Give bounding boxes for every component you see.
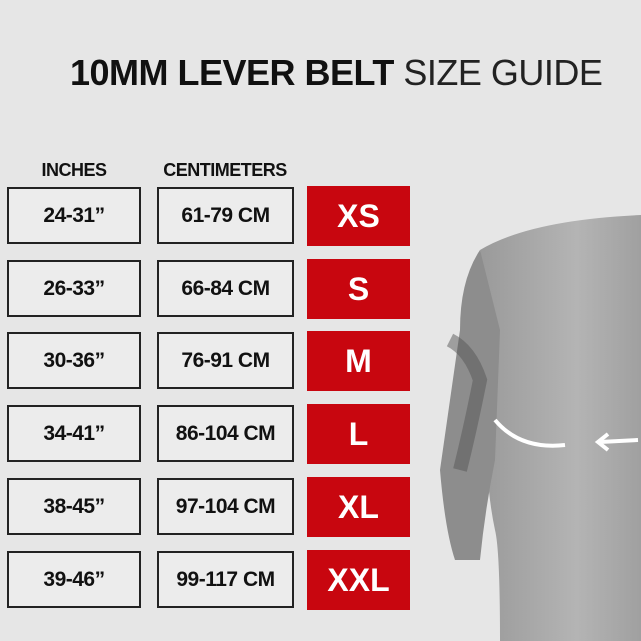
size-badge: XL xyxy=(307,477,410,537)
cm-value: 66-84 CM xyxy=(181,276,270,300)
inches-value: 34-41” xyxy=(43,421,105,445)
size-badge: L xyxy=(307,404,410,464)
inches-cell: 39-46” xyxy=(7,551,141,608)
tattoo-shape xyxy=(446,333,488,472)
arrow-right-icon xyxy=(599,438,639,444)
size-label: M xyxy=(345,342,372,379)
inches-value: 24-31” xyxy=(43,203,105,227)
inches-value: 38-45” xyxy=(43,494,105,518)
header-centimeters: CENTIMETERS xyxy=(163,160,287,180)
title-bold: 10MM LEVER BELT xyxy=(70,52,394,93)
header-inches: INCHES xyxy=(41,160,107,180)
title-light: SIZE GUIDE xyxy=(403,52,603,93)
size-label: S xyxy=(347,270,370,307)
cm-value: 97-104 CM xyxy=(175,494,276,518)
cm-cell: 76-91 CM xyxy=(157,332,294,389)
cm-value: 99-117 CM xyxy=(176,567,275,591)
inches-cell: 30-36” xyxy=(7,332,141,389)
size-label: XS xyxy=(337,197,380,234)
cm-value: 76-91 CM xyxy=(181,348,270,372)
size-label: XL xyxy=(338,488,379,525)
inches-value: 39-46” xyxy=(43,567,105,591)
size-badge: M xyxy=(307,331,410,391)
inches-cell: 38-45” xyxy=(7,478,141,535)
cm-cell: 99-117 CM xyxy=(157,551,294,608)
cm-value: 61-79 CM xyxy=(181,203,270,227)
cm-cell: 66-84 CM xyxy=(157,260,294,317)
cm-value: 86-104 CM xyxy=(175,421,276,445)
size-badge: XS xyxy=(307,186,410,246)
inches-cell: 24-31” xyxy=(7,187,141,244)
size-label: L xyxy=(348,415,369,452)
arrow-left-icon xyxy=(493,418,566,448)
size-badge: XXL xyxy=(307,550,410,610)
inches-value: 26-33” xyxy=(43,276,105,300)
size-label: XXL xyxy=(327,561,390,598)
model-photo xyxy=(440,215,641,641)
cm-cell: 86-104 CM xyxy=(157,405,294,462)
size-badge: S xyxy=(307,259,410,319)
page-title: 10MM LEVER BELT SIZE GUIDE xyxy=(70,52,631,94)
arrow-head-icon xyxy=(594,432,610,452)
cm-cell: 97-104 CM xyxy=(157,478,294,535)
shirt-shape xyxy=(480,215,641,641)
inches-value: 30-36” xyxy=(43,348,105,372)
inches-cell: 34-41” xyxy=(7,405,141,462)
cm-cell: 61-79 CM xyxy=(157,187,294,244)
inches-cell: 26-33” xyxy=(7,260,141,317)
